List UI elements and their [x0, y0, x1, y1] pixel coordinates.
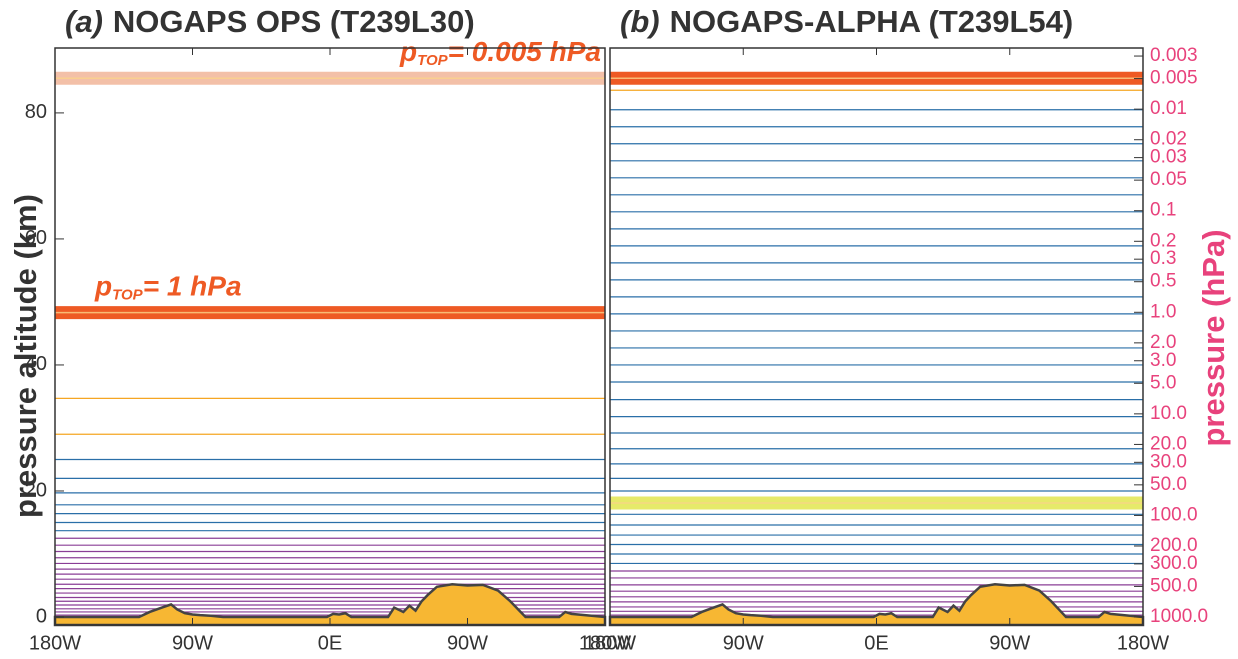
y-tick-label: 0: [36, 605, 47, 627]
y2-tick-label: 200.0: [1150, 535, 1198, 556]
x-tick-label: 180W: [29, 632, 81, 654]
y2-tick-label: 0.5: [1150, 271, 1176, 292]
y2-tick-label: 0.03: [1150, 147, 1187, 168]
y2-tick-label: 1000.0: [1150, 606, 1208, 627]
y2-tick-label: 20.0: [1150, 433, 1187, 454]
x-tick-label: 0E: [318, 632, 342, 654]
y2-tick-label: 3.0: [1150, 350, 1176, 371]
x-tick-label: 90W: [172, 632, 213, 654]
y2-tick-label: 300.0: [1150, 553, 1198, 574]
title-prefix: (b): [620, 4, 660, 39]
y2-tick-label: 0.2: [1150, 230, 1176, 251]
y2-tick-label: 5.0: [1150, 372, 1176, 393]
band-label-sub: TOP: [112, 287, 144, 304]
y2-tick-label: 0.005: [1150, 68, 1198, 89]
title-text: NOGAPS OPS (T239L30): [113, 4, 475, 39]
y2-tick-label: 10.0: [1150, 403, 1187, 424]
y2-tick-label: 500.0: [1150, 575, 1198, 596]
y2-tick-label: 2.0: [1150, 332, 1176, 353]
y2-tick-label: 0.1: [1150, 200, 1176, 221]
band-label: pTOP= 1 hPa: [94, 271, 242, 304]
y-tick-label: 40: [25, 353, 47, 375]
y2-tick-label: 50.0: [1150, 474, 1187, 495]
y2-tick-label: 30.0: [1150, 451, 1187, 472]
y2-tick-label: 0.05: [1150, 169, 1187, 190]
panel-title: (b) NOGAPS-ALPHA (T239L54): [620, 4, 1073, 39]
title-text: NOGAPS-ALPHA (T239L54): [670, 4, 1074, 39]
y2-tick-label: 0.3: [1150, 248, 1176, 269]
plot-frame: [609, 47, 1144, 626]
y-tick-label: 80: [25, 101, 47, 123]
band-label: pTOP= 0.005 hPa: [399, 37, 601, 70]
terrain: [53, 582, 607, 627]
y2-tick-label: 0.02: [1150, 129, 1187, 150]
y2-axis-label: pressure (hPa): [1196, 229, 1231, 446]
y2-tick-label: 0.003: [1150, 45, 1198, 66]
x-tick-label: 0E: [864, 632, 888, 654]
x-tick-label: 180W: [1117, 632, 1169, 654]
band-label-tail: = 1 hPa: [143, 271, 242, 302]
band-label-main: p: [94, 271, 112, 302]
y-tick-label: 20: [25, 479, 47, 501]
y2-tick-label: 1.0: [1150, 301, 1176, 322]
y-axis-label: pressure altitude (km): [8, 194, 43, 518]
x-tick-label: 90W: [989, 632, 1030, 654]
y2-tick-label: 100.0: [1150, 504, 1198, 525]
band-label-tail: = 0.005 hPa: [448, 37, 601, 68]
x-tick-label: 90W: [447, 632, 488, 654]
band-label-sub: TOP: [417, 52, 449, 69]
panel-title: (a) NOGAPS OPS (T239L30): [65, 4, 475, 39]
x-tick-label: 180W: [584, 632, 636, 654]
x-tick-label: 180W: [579, 632, 631, 654]
y-tick-label: 60: [25, 227, 47, 249]
y2-tick-label: 0.01: [1150, 98, 1187, 119]
title-prefix: (a): [65, 4, 103, 39]
x-tick-label: 90W: [723, 632, 764, 654]
terrain: [608, 582, 1145, 627]
band-label-main: p: [399, 37, 417, 68]
